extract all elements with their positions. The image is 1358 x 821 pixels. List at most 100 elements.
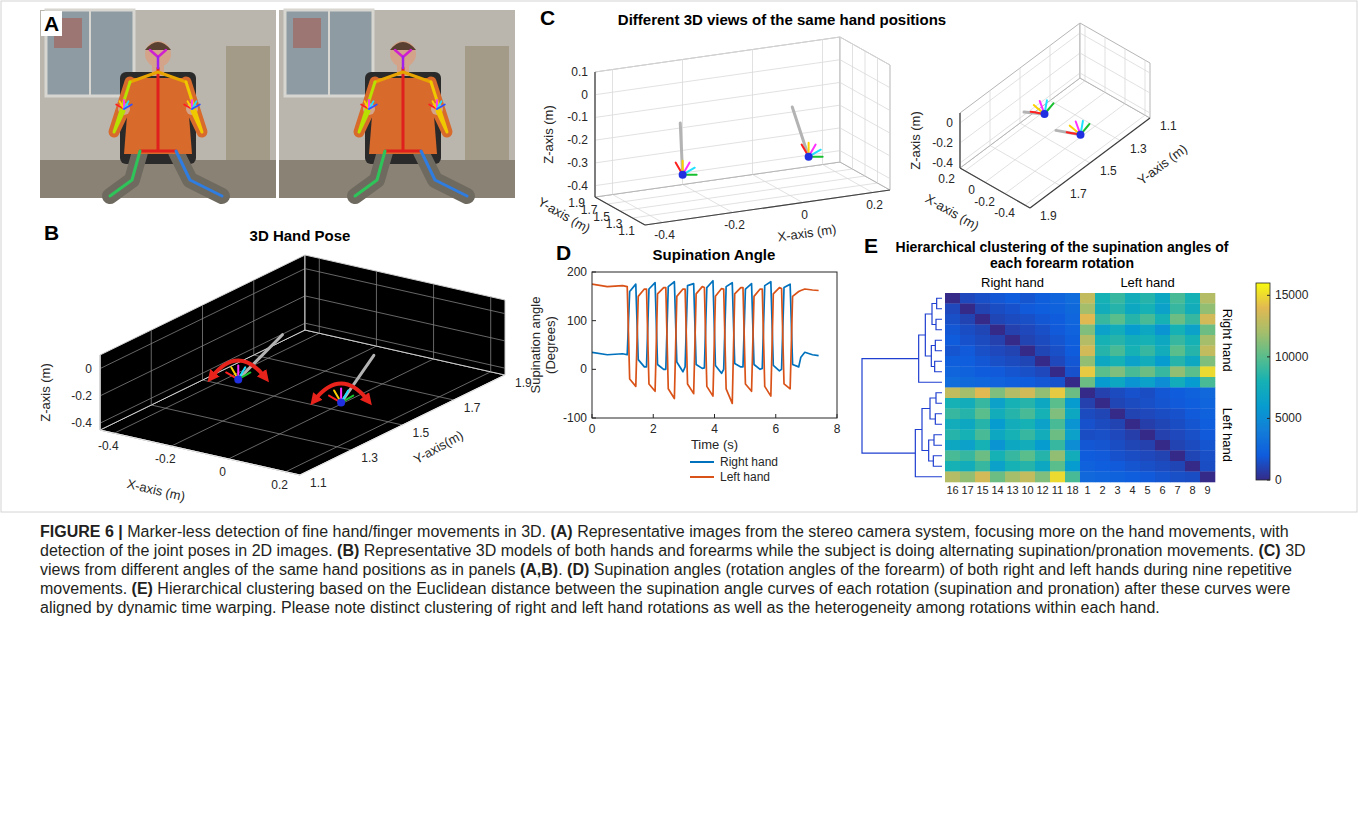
heat-cell xyxy=(1080,346,1095,357)
grid-line xyxy=(1085,26,1086,81)
heat-cell xyxy=(1140,409,1155,420)
heat-cell xyxy=(1035,367,1050,378)
heat-cell xyxy=(945,430,960,441)
heat-cell xyxy=(1005,398,1020,409)
grid-line xyxy=(890,65,891,190)
heat-cell xyxy=(960,367,975,378)
photo-wall xyxy=(40,10,276,198)
tick-label: 4 xyxy=(711,422,718,436)
rotation-arrow xyxy=(211,360,265,377)
axis-line xyxy=(645,190,890,225)
tick-label: 5 xyxy=(1144,484,1150,496)
heat-cell xyxy=(960,325,975,336)
heat-cell xyxy=(1080,293,1095,304)
heat-cell xyxy=(945,388,960,399)
pane xyxy=(595,37,840,197)
tick-label: 1.1 xyxy=(618,224,635,238)
heat-cell xyxy=(1170,388,1185,399)
heat-cell xyxy=(1005,314,1020,325)
heat-cell xyxy=(960,356,975,367)
heat-cell xyxy=(1005,472,1020,483)
heat-cell xyxy=(975,293,990,304)
heat-cell xyxy=(1200,356,1215,367)
axis-line xyxy=(100,430,300,475)
tick-label: 8 xyxy=(1189,484,1195,496)
heat-cell xyxy=(1110,388,1125,399)
heat-cell xyxy=(1065,472,1080,483)
heat-cell xyxy=(975,398,990,409)
heat-cell xyxy=(1155,335,1170,346)
axis-title: Y-axis (m) xyxy=(535,194,593,236)
tick-label: -0.1 xyxy=(567,110,588,124)
heat-cell xyxy=(1020,461,1035,472)
heat-cell xyxy=(1170,419,1185,430)
heat-cell xyxy=(1170,398,1185,409)
grid-line xyxy=(1080,33,1150,73)
group-label: Left hand xyxy=(1220,408,1235,462)
heat-cell xyxy=(1185,367,1200,378)
photo-window-bar xyxy=(328,10,330,96)
heat-cell xyxy=(1200,430,1215,441)
figure-frame xyxy=(1,1,1357,512)
heat-cell xyxy=(1050,440,1065,451)
tick-label: 0 xyxy=(589,422,596,436)
heat-cell xyxy=(990,461,1005,472)
heat-cell xyxy=(1170,367,1185,378)
skeleton-hip xyxy=(140,150,176,153)
heat-cell xyxy=(1110,472,1125,483)
heat-cell xyxy=(1155,367,1170,378)
tick-label: 100 xyxy=(567,314,587,328)
heat-cell xyxy=(1095,367,1110,378)
heat-cell xyxy=(1035,314,1050,325)
dendrogram-link xyxy=(936,319,942,330)
heat-cell xyxy=(975,346,990,357)
heat-cell xyxy=(1035,472,1050,483)
heat-cell xyxy=(1200,304,1215,315)
heat-cell xyxy=(990,430,1005,441)
grid-line xyxy=(100,269,305,369)
heat-cell xyxy=(1140,335,1155,346)
heat-cell xyxy=(945,440,960,451)
heat-cell xyxy=(960,335,975,346)
heat-cell xyxy=(1110,461,1125,472)
heat-cell xyxy=(1020,377,1035,388)
photo-leg xyxy=(110,152,140,196)
heat-cell xyxy=(1080,388,1095,399)
tick-label: 0.1 xyxy=(571,65,588,79)
heat-cell xyxy=(1110,325,1125,336)
tick-label: -0.2 xyxy=(71,389,92,403)
series-group xyxy=(592,281,819,404)
heat-cell xyxy=(1155,451,1170,462)
grid-line xyxy=(960,33,1080,123)
caption-text: Marker-less detection of fine hand/finge… xyxy=(123,523,551,540)
heat-cell xyxy=(1140,377,1155,388)
heat-cell xyxy=(1050,304,1065,315)
skeleton-leg xyxy=(176,151,222,196)
tick-label: 10 xyxy=(1021,484,1033,496)
axis-line xyxy=(300,375,505,475)
photo-window-bar xyxy=(89,10,91,96)
heat-cell xyxy=(1170,451,1185,462)
heat-cell xyxy=(960,451,975,462)
heat-cell xyxy=(1050,388,1065,399)
grid-line xyxy=(203,380,403,425)
heat-cell xyxy=(1080,419,1095,430)
photo xyxy=(40,10,276,198)
panel-letter: B xyxy=(44,221,59,244)
heat-cell xyxy=(1140,419,1155,430)
photo-window xyxy=(285,10,373,96)
heat-cell xyxy=(945,356,960,367)
heat-cell xyxy=(945,325,960,336)
panel-title: Supination Angle xyxy=(653,246,776,263)
grid-line xyxy=(151,330,152,405)
tick-label: 18 xyxy=(1066,484,1078,496)
heat-cell xyxy=(1140,356,1155,367)
grid-line xyxy=(840,151,890,179)
grid-line xyxy=(595,37,840,72)
heat-cell xyxy=(1140,451,1155,462)
heat-cell xyxy=(975,461,990,472)
heat-cell xyxy=(975,356,990,367)
heat-cell xyxy=(1155,461,1170,472)
grid-line xyxy=(1080,53,1150,93)
tick-label: 1.7 xyxy=(464,401,481,415)
